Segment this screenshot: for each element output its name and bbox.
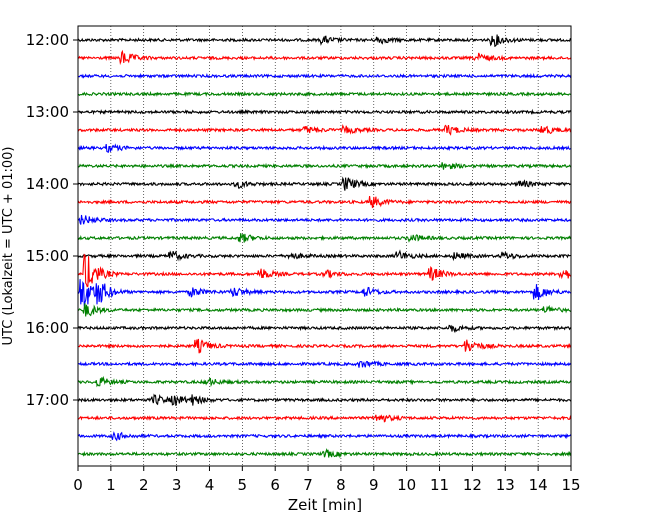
trace-line	[78, 303, 572, 317]
y-tick-label: 13:00	[26, 103, 69, 121]
trace-line	[77, 360, 572, 368]
x-tick-label: 11	[430, 476, 449, 494]
x-tick-label: 5	[238, 476, 248, 494]
trace-line	[77, 123, 572, 136]
x-tick-label: 3	[172, 476, 182, 494]
trace-line	[77, 162, 571, 170]
y-axis-label: UTC (Lokalzeit = UTC + 01:00)	[1, 147, 16, 346]
x-tick-label: 7	[303, 476, 313, 494]
x-tick-label: 15	[561, 476, 580, 494]
trace-line	[77, 176, 572, 191]
x-tick-label: 8	[336, 476, 346, 494]
grid-lines	[110, 26, 539, 466]
x-tick-label: 9	[369, 476, 379, 494]
x-axis-label: Zeit [min]	[288, 496, 362, 514]
x-tick-label: 14	[529, 476, 548, 494]
trace-line	[77, 143, 572, 153]
trace-line	[77, 414, 572, 423]
x-tick-label: 2	[139, 476, 149, 494]
x-tick-label: 12	[463, 476, 482, 494]
y-axis-ticks: 12:00 13:00 14:00 15:00 16:00 17:00	[26, 31, 78, 409]
y-tick-label: 16:00	[26, 319, 69, 337]
x-tick-label: 13	[496, 476, 515, 494]
trace-line	[77, 338, 572, 354]
x-axis-ticks: 0 1 2 3 4 5 6 7 8 9 10 11 12 13 14 15	[73, 466, 581, 494]
x-tick-label: 1	[106, 476, 116, 494]
trace-line	[77, 34, 571, 48]
plot-frame	[77, 25, 572, 467]
seismic-traces	[77, 34, 572, 459]
x-tick-label: 10	[397, 476, 416, 494]
trace-line	[77, 214, 572, 225]
trace-line	[77, 448, 572, 459]
trace-line	[77, 90, 572, 98]
y-tick-label: 14:00	[26, 175, 69, 193]
trace-line	[77, 49, 572, 66]
trace-line	[77, 253, 572, 288]
x-tick-label: 4	[205, 476, 215, 494]
trace-line	[77, 108, 572, 116]
x-tick-label: 0	[73, 476, 83, 494]
trace-line	[77, 233, 572, 243]
trace-line	[77, 279, 572, 307]
trace-line	[77, 324, 572, 334]
trace-line	[77, 393, 572, 406]
trace-line	[77, 375, 572, 388]
trace-line	[77, 431, 572, 442]
trace-line	[77, 249, 572, 262]
trace-line	[77, 72, 572, 79]
x-tick-label: 6	[270, 476, 280, 494]
y-tick-label: 12:00	[26, 31, 69, 49]
y-tick-label: 15:00	[26, 247, 69, 265]
y-tick-label: 17:00	[26, 391, 69, 409]
trace-line	[77, 196, 572, 209]
